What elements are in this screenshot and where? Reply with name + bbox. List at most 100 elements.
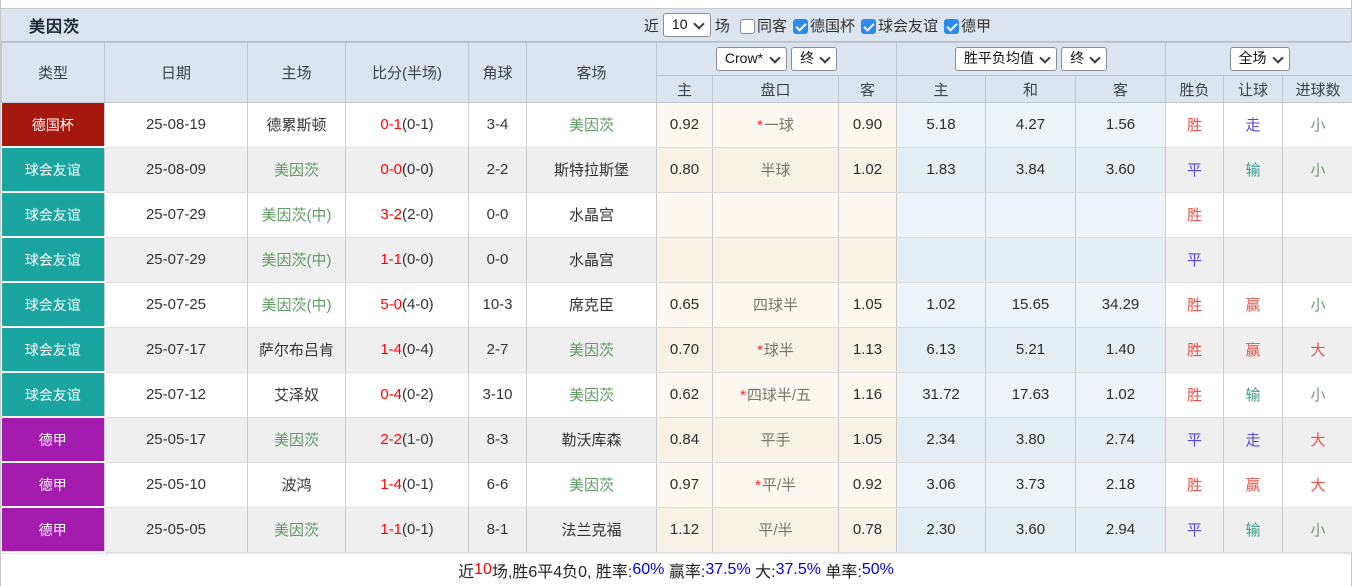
cell-ah-home-odds: 0.97 xyxy=(657,462,713,507)
cell-home-team: 德累斯顿 xyxy=(248,103,346,148)
col-header-corner: 角球 xyxy=(469,43,527,103)
cell-match-result: 胜 xyxy=(1166,192,1224,237)
cell-eu-away-odds: 1.40 xyxy=(1076,327,1166,372)
bookmaker-select-wrap: Crow* xyxy=(716,47,787,71)
filter-checkbox-0[interactable] xyxy=(740,19,755,34)
cell-date: 25-07-29 xyxy=(105,192,248,237)
cell-away-team: 法兰克福 xyxy=(527,507,657,552)
cell-handicap-result: 输 xyxy=(1224,372,1283,417)
asian-time-select[interactable]: 终 xyxy=(792,48,836,68)
cell-ah-home-odds: 0.65 xyxy=(657,282,713,327)
cell-eu-home-odds: 1.02 xyxy=(897,282,986,327)
cell-goals-result: 小 xyxy=(1283,103,1352,148)
filter-checkbox-3[interactable] xyxy=(944,19,959,34)
title-bar: 美因茨 近 10 场 同客德国杯球会友谊德甲 xyxy=(1,8,1351,42)
cell-eu-home-odds: 2.30 xyxy=(897,507,986,552)
cell-away-team: 美因茨 xyxy=(527,462,657,507)
filter-label-1: 德国杯 xyxy=(810,18,855,35)
cell-eu-draw-odds: 3.84 xyxy=(986,147,1076,192)
cell-date: 25-07-12 xyxy=(105,372,248,417)
cell-corners: 3-4 xyxy=(469,103,527,148)
cell-ah-home-odds: 0.84 xyxy=(657,417,713,462)
europe-time-select-wrap: 终 xyxy=(1061,47,1107,71)
cell-away-team: 勒沃库森 xyxy=(527,417,657,462)
cell-away-team: 美因茨 xyxy=(527,103,657,148)
cell-ah-away-odds: 1.13 xyxy=(839,327,897,372)
cell-ah-away-odds xyxy=(839,192,897,237)
cell-away-team: 美因茨 xyxy=(527,327,657,372)
europe-time-select[interactable]: 终 xyxy=(1062,48,1106,68)
cell-eu-away-odds: 2.94 xyxy=(1076,507,1166,552)
cell-corners: 0-0 xyxy=(469,192,527,237)
col-header-date: 日期 xyxy=(105,43,248,103)
filter-checkbox-2[interactable] xyxy=(861,19,876,34)
cell-eu-draw-odds xyxy=(986,192,1076,237)
cell-league: 德甲 xyxy=(2,462,105,507)
cell-corners: 8-3 xyxy=(469,417,527,462)
cell-goals-result: 小 xyxy=(1283,507,1352,552)
cell-date: 25-05-17 xyxy=(105,417,248,462)
summary-segment-9: 50% xyxy=(862,561,894,579)
cell-eu-home-odds xyxy=(897,192,986,237)
half-time-score: (0-1) xyxy=(402,116,434,133)
half-time-score: (0-0) xyxy=(402,251,434,268)
cell-eu-away-odds: 1.56 xyxy=(1076,103,1166,148)
filter-checkbox-1[interactable] xyxy=(793,19,808,34)
cell-eu-away-odds: 2.18 xyxy=(1076,462,1166,507)
cell-handicap-result: 赢 xyxy=(1224,327,1283,372)
cell-eu-home-odds: 1.83 xyxy=(897,147,986,192)
filter-label-2: 球会友谊 xyxy=(878,18,938,35)
cell-ah-home-odds: 1.12 xyxy=(657,507,713,552)
period-select[interactable]: 全场 xyxy=(1231,48,1289,68)
sub-header-ah-line: 盘口 xyxy=(713,76,839,103)
recent-count-select[interactable]: 10 xyxy=(664,14,710,34)
bookmaker-select[interactable]: Crow* xyxy=(717,48,786,68)
half-time-score: (0-2) xyxy=(402,386,434,403)
cell-date: 25-05-10 xyxy=(105,462,248,507)
cell-eu-home-odds: 31.72 xyxy=(897,372,986,417)
summary-segment-4: 赢率: xyxy=(664,558,705,582)
col-header-type: 类型 xyxy=(2,43,105,103)
cell-score: 1-4(0-4) xyxy=(346,327,469,372)
handicap-line-text: 平手 xyxy=(760,432,790,449)
handicap-line-text: 球半 xyxy=(764,342,794,359)
team-title: 美因茨 xyxy=(1,13,80,37)
recent-suffix-label: 场 xyxy=(715,15,730,36)
europe-odds-select[interactable]: 胜平负均值 xyxy=(956,48,1056,68)
half-time-score: (1-0) xyxy=(402,431,434,448)
cell-handicap-result: 走 xyxy=(1224,103,1283,148)
summary-segment-2: 场,胜6平4负0, 胜率: xyxy=(492,558,632,582)
cell-ah-away-odds: 0.78 xyxy=(839,507,897,552)
cell-away-team: 水晶宫 xyxy=(527,237,657,282)
cell-ah-line xyxy=(713,237,839,282)
handicap-line-text: 平/半 xyxy=(762,477,796,494)
cell-ah-away-odds: 1.05 xyxy=(839,282,897,327)
half-time-score: (4-0) xyxy=(402,296,434,313)
cell-corners: 2-7 xyxy=(469,327,527,372)
filter-controls: 近 10 场 同客德国杯球会友谊德甲 xyxy=(644,13,991,37)
full-time-score: 0-0 xyxy=(380,161,402,178)
cell-ah-away-odds: 0.92 xyxy=(839,462,897,507)
cell-league: 球会友谊 xyxy=(2,327,105,372)
handicap-line-text: 一球 xyxy=(764,117,794,134)
cell-ah-line: 四球半 xyxy=(713,282,839,327)
cell-match-result: 胜 xyxy=(1166,282,1224,327)
cell-handicap-result: 走 xyxy=(1224,417,1283,462)
summary-segment-6: 大: xyxy=(751,558,776,582)
cell-date: 25-08-09 xyxy=(105,147,248,192)
cell-match-result: 胜 xyxy=(1166,103,1224,148)
cell-handicap-result: 输 xyxy=(1224,147,1283,192)
cell-match-result: 平 xyxy=(1166,237,1224,282)
cell-league: 球会友谊 xyxy=(2,147,105,192)
cell-goals-result: 大 xyxy=(1283,462,1352,507)
full-time-score: 5-0 xyxy=(380,296,402,313)
cell-league: 球会友谊 xyxy=(2,237,105,282)
summary-segment-1: 10 xyxy=(474,561,492,579)
result-group-header: 全场 xyxy=(1166,43,1352,76)
cell-handicap-result xyxy=(1224,192,1283,237)
cell-ah-away-odds: 1.02 xyxy=(839,147,897,192)
